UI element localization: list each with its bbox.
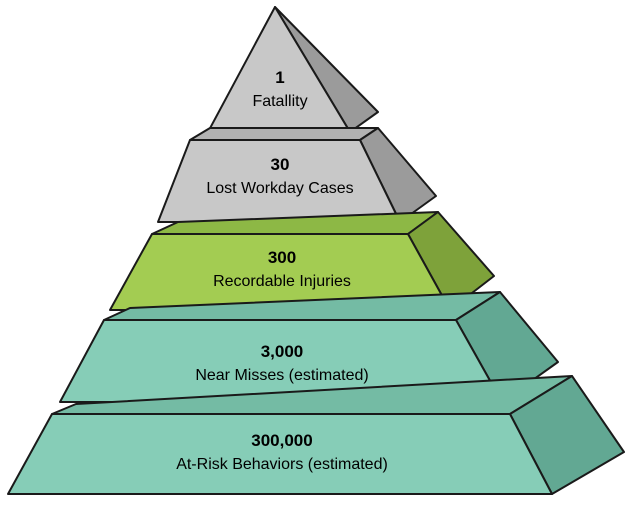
tier-fatality-label: Fatallity	[252, 93, 307, 110]
tier-fatality-number: 1	[275, 68, 284, 87]
tier-lost-workday-number: 30	[271, 155, 290, 174]
tier-recordable-label: Recordable Injuries	[213, 273, 351, 290]
tier-near-misses-number: 3,000	[261, 342, 304, 361]
tier-lost-workday-top	[189, 127, 379, 141]
tier-at-risk-label: At-Risk Behaviors (estimated)	[176, 456, 388, 473]
tier-at-risk-front	[7, 413, 553, 495]
pyramid-tier-fatality: 1 Fatallity	[207, 6, 379, 133]
pyramid-tier-lost-workday: 30 Lost Workday Cases	[157, 127, 437, 223]
tier-lost-workday-label: Lost Workday Cases	[206, 180, 353, 197]
pyramid-tier-near-misses: 3,000 Near Misses (estimated)	[59, 291, 559, 403]
pyramid-tier-recordable: 300 Recordable Injuries	[109, 211, 495, 311]
pyramid-tier-at-risk: 300,000 At-Risk Behaviors (estimated)	[7, 375, 625, 495]
tier-recordable-number: 300	[268, 248, 296, 267]
tier-near-misses-label: Near Misses (estimated)	[195, 367, 368, 384]
tier-at-risk-number: 300,000	[251, 431, 312, 450]
